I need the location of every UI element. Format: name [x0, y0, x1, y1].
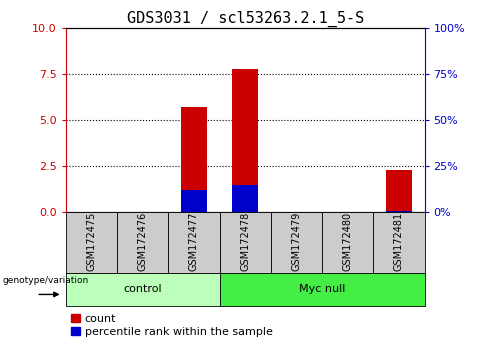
Text: GSM172475: GSM172475: [86, 212, 97, 271]
Text: GSM172477: GSM172477: [189, 212, 199, 271]
Text: GSM172476: GSM172476: [138, 212, 148, 271]
Title: GDS3031 / scl53263.2.1_5-S: GDS3031 / scl53263.2.1_5-S: [126, 11, 364, 27]
Bar: [117, 212, 168, 273]
Bar: [322, 212, 373, 273]
Text: Myc null: Myc null: [299, 284, 346, 295]
Bar: [386, 211, 412, 212]
Text: GSM172480: GSM172480: [343, 212, 353, 271]
Bar: [220, 212, 271, 273]
Bar: [66, 273, 220, 306]
Bar: [181, 108, 207, 212]
Legend: count, percentile rank within the sample: count, percentile rank within the sample: [71, 314, 273, 337]
Bar: [232, 185, 258, 212]
Bar: [373, 212, 425, 273]
Bar: [181, 190, 207, 212]
Text: genotype/variation: genotype/variation: [2, 276, 89, 285]
Bar: [66, 212, 117, 273]
Text: GSM172478: GSM172478: [240, 212, 250, 271]
Text: control: control: [123, 284, 162, 295]
Bar: [386, 170, 412, 212]
Bar: [168, 212, 220, 273]
Text: GSM172479: GSM172479: [291, 212, 302, 271]
Bar: [232, 69, 258, 212]
Bar: [271, 212, 322, 273]
Bar: [220, 273, 425, 306]
Text: GSM172481: GSM172481: [394, 212, 404, 271]
